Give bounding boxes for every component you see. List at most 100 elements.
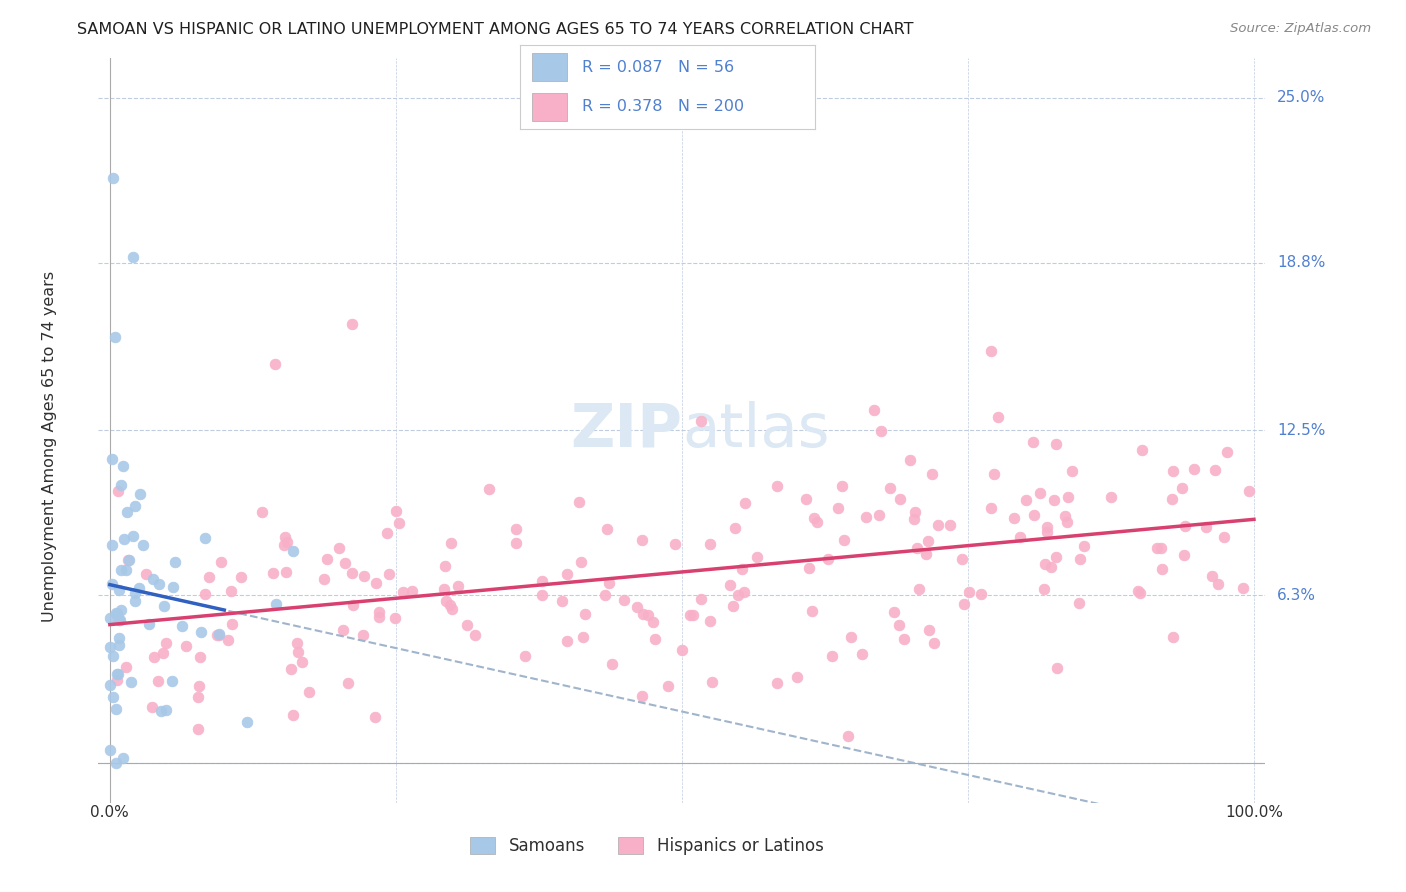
Point (98, 611, 121, 625)
Point (868, 508, 890, 522)
Text: 6.3%: 6.3% (1277, 588, 1316, 603)
Point (434, 559, 457, 574)
Point (153, 599, 176, 614)
Point (165, 555, 187, 569)
Point (905, 541, 928, 556)
Point (124, 593, 146, 607)
Point (401, 583, 423, 598)
Point (689, 592, 711, 607)
Point (142, 573, 165, 587)
Point (1237, 484, 1260, 499)
Point (198, 570, 221, 584)
Point (281, 544, 304, 558)
Text: SAMOAN VS HISPANIC OR LATINO UNEMPLOYMENT AMONG AGES 65 TO 74 YEARS CORRELATION : SAMOAN VS HISPANIC OR LATINO UNEMPLOYMEN… (77, 22, 914, 37)
Point (287, 645, 309, 659)
Point (285, 636, 308, 650)
Point (903, 512, 925, 526)
Point (1160, 492, 1182, 507)
Text: 18.8%: 18.8% (1277, 255, 1326, 270)
Point (328, 541, 350, 556)
Point (384, 611, 406, 625)
Point (340, 317, 363, 331)
Point (827, 501, 849, 516)
Point (439, 598, 461, 612)
Point (671, 642, 693, 657)
Point (1216, 444, 1239, 458)
Point (276, 534, 298, 549)
Point (1036, 520, 1059, 534)
Point (1201, 569, 1223, 583)
Point (104, 756, 127, 770)
Point (1015, 493, 1038, 508)
Point (333, 556, 356, 570)
Point (1173, 548, 1195, 562)
Point (1002, 511, 1025, 525)
Point (110, 478, 132, 492)
Point (194, 531, 217, 545)
Point (377, 566, 399, 581)
Point (385, 504, 408, 518)
Point (108, 582, 131, 597)
Point (352, 628, 374, 642)
Point (122, 251, 145, 265)
Point (107, 638, 129, 652)
Point (110, 603, 132, 617)
Point (464, 628, 486, 642)
Point (332, 624, 354, 638)
Point (128, 582, 150, 596)
Point (568, 495, 591, 509)
Point (702, 675, 724, 690)
Point (367, 610, 389, 624)
Point (1069, 552, 1091, 566)
Text: ZIP: ZIP (569, 401, 682, 460)
Point (264, 597, 287, 611)
Point (101, 452, 124, 467)
Text: atlas: atlas (682, 401, 830, 460)
Point (148, 577, 170, 591)
Point (699, 537, 721, 551)
Text: Source: ZipAtlas.com: Source: ZipAtlas.com (1230, 22, 1371, 36)
Point (162, 580, 184, 594)
Point (108, 613, 131, 627)
Point (631, 689, 654, 703)
Point (626, 599, 648, 614)
Point (128, 487, 150, 501)
Point (98, 742, 121, 756)
Point (170, 619, 193, 633)
Point (187, 722, 209, 736)
Point (689, 414, 711, 428)
Text: 12.5%: 12.5% (1277, 423, 1326, 438)
Point (263, 357, 285, 371)
Point (1054, 508, 1077, 523)
Point (138, 616, 160, 631)
Point (368, 605, 391, 619)
Point (434, 593, 457, 607)
Point (731, 561, 754, 575)
Point (375, 525, 398, 540)
Point (766, 676, 789, 690)
Point (631, 533, 654, 547)
Point (1056, 515, 1078, 529)
Point (1039, 560, 1062, 574)
Point (950, 552, 973, 566)
Point (959, 585, 981, 599)
Point (797, 560, 820, 574)
Point (595, 522, 617, 536)
Point (353, 569, 375, 583)
Point (1161, 631, 1184, 645)
Point (217, 632, 239, 647)
Point (555, 634, 578, 648)
Point (446, 579, 468, 593)
Point (364, 709, 387, 723)
Point (855, 510, 877, 524)
Point (927, 517, 949, 532)
Point (280, 662, 302, 676)
Point (633, 607, 655, 621)
Point (104, 702, 127, 716)
Point (1206, 577, 1229, 591)
Point (101, 577, 124, 591)
Point (1129, 586, 1152, 600)
Point (388, 516, 411, 530)
Point (190, 624, 212, 639)
Point (637, 607, 659, 622)
